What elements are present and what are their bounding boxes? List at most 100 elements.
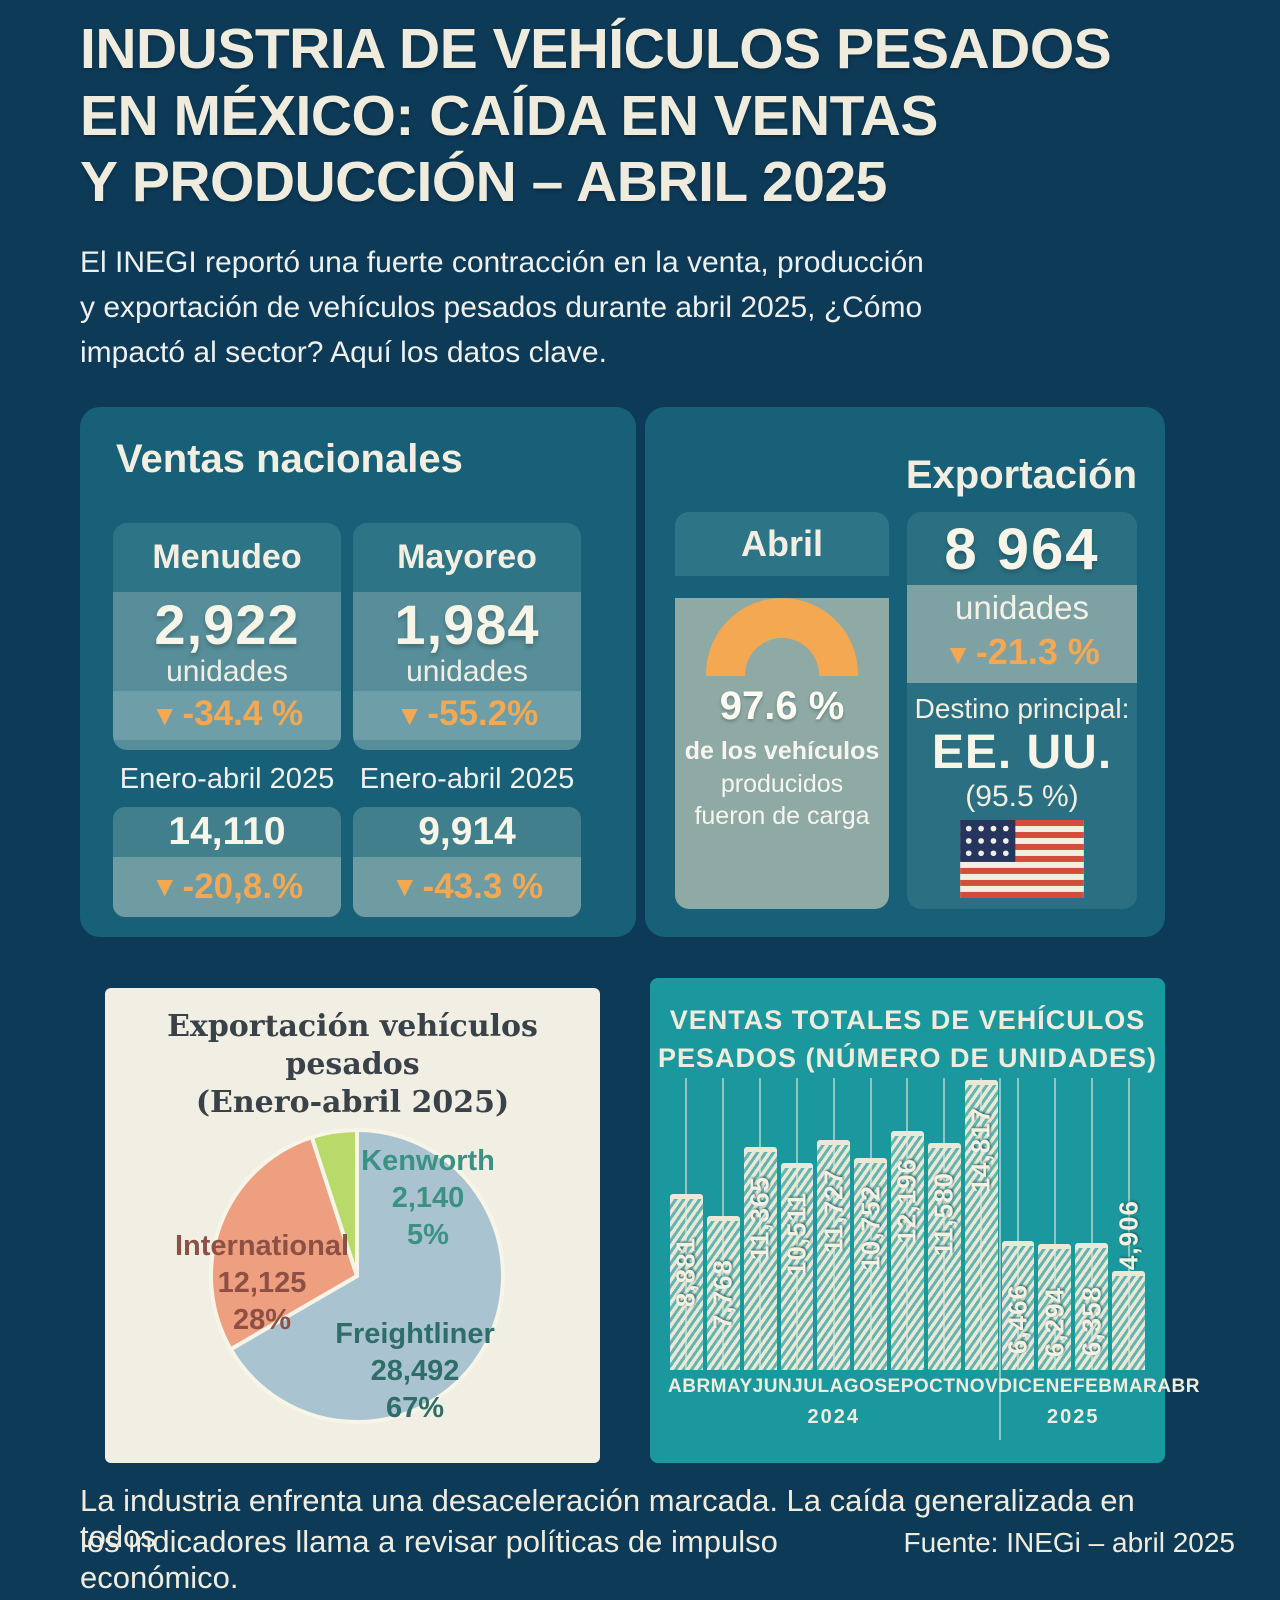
month-tick-label: ABR bbox=[1157, 1376, 1200, 1397]
pie-label-freightliner: Freightliner 28,492 67% bbox=[305, 1316, 525, 1427]
bar bbox=[1038, 1244, 1072, 1370]
month-tick-label: OCT bbox=[913, 1376, 956, 1397]
gauge-percentage: 97.6 % bbox=[719, 684, 845, 728]
pie-chart-title: Exportación vehículos pesados (Enero-abr… bbox=[105, 1008, 600, 1122]
source-note: Fuente: INEGi – abril 2025 bbox=[903, 1527, 1235, 1558]
page-title-line-3: Y PRODUCCIÓN – ABRIL 2025 bbox=[80, 150, 887, 215]
ventas-title: Ventas nacionales bbox=[116, 437, 463, 481]
pie-label-kenworth: Kenworth 2,140 5% bbox=[343, 1143, 513, 1254]
down-triangle-icon: ▼ bbox=[944, 639, 972, 670]
export-pct-row: ▼ -21.3 % bbox=[907, 631, 1137, 673]
year-divider-line bbox=[999, 1078, 1001, 1440]
gridline bbox=[1053, 1078, 1056, 1370]
menudeo-pct-strip: ▼ -34.4 % bbox=[113, 690, 341, 740]
freightliner-value: 28,492 bbox=[370, 1355, 460, 1388]
page-title-line-1: INDUSTRIA DE VEHÍCULOS PESADOS bbox=[80, 17, 1112, 81]
bar-column-mar-11: 6,358 bbox=[1073, 1078, 1110, 1370]
month-tick-label: DIC bbox=[998, 1376, 1033, 1397]
destination-pct: (95.5 %) bbox=[965, 780, 1079, 813]
export-unit: unidades bbox=[955, 589, 1089, 626]
month-tick-label: MAR bbox=[1112, 1376, 1158, 1397]
bar-column-nov-7: 11,580 bbox=[926, 1078, 963, 1370]
bar-column-abr-0: 8,881 bbox=[668, 1078, 705, 1370]
month-tick-label: ABR bbox=[668, 1376, 711, 1397]
abril-body: 97.6 % de los vehículos producidos fuero… bbox=[675, 598, 889, 909]
menudeo-pct: -34.4 % bbox=[182, 693, 304, 733]
international-pct: 28% bbox=[232, 1304, 292, 1337]
mayoreo-period-label: Enero-abril 2025 bbox=[359, 763, 575, 795]
export-pct: -21.3 % bbox=[975, 631, 1100, 672]
bar-value-label: 14,817 bbox=[965, 1107, 996, 1193]
ventas-nacionales-panel: Ventas nacionales Menudeo 2,922 unidades… bbox=[80, 407, 636, 937]
bar-chart-year-axis: 2024 2025 bbox=[668, 1406, 1147, 1429]
pie-slice-international bbox=[209, 1135, 359, 1352]
month-tick-label: SEP bbox=[874, 1376, 914, 1397]
menudeo-period-pct: -20,8.% bbox=[182, 867, 304, 906]
menudeo-value: 2,922 bbox=[154, 593, 300, 656]
bar-chart-title: VENTAS TOTALES DE VEHÍCULOS PESADOS (NÚM… bbox=[650, 1002, 1165, 1078]
menudeo-unit: unidades bbox=[166, 654, 288, 688]
gauge-desc-line-2: producidos bbox=[720, 769, 844, 798]
pie-title-line-2: pesados bbox=[285, 1047, 420, 1083]
pie-title-line-1: Exportación vehículos bbox=[167, 1009, 538, 1044]
menudeo-period-pct-strip: ▼ -20,8.% bbox=[113, 857, 341, 917]
down-triangle-icon: ▼ bbox=[390, 871, 419, 902]
gridline bbox=[1090, 1078, 1093, 1370]
abril-gauge-card: Abril 97.6 % de los vehículos producidos… bbox=[675, 512, 889, 909]
bar-value-label: 11,365 bbox=[744, 1175, 775, 1260]
mayoreo-pct: -55.2% bbox=[427, 693, 539, 733]
bar-column-jul-3: 10,511 bbox=[779, 1078, 816, 1370]
bar-column-sep-5: 10,752 bbox=[852, 1078, 889, 1370]
month-tick-label: AGO bbox=[829, 1376, 875, 1397]
footer-text-line-2: los indicadores llama a revisar política… bbox=[80, 1524, 778, 1595]
bar-column-feb-10: 6,294 bbox=[1036, 1078, 1073, 1370]
bar-value-label: 6,294 bbox=[1039, 1286, 1070, 1357]
intro-paragraph: El INEGI reportó una fuerte contracción … bbox=[80, 240, 1170, 375]
bar bbox=[927, 1143, 961, 1370]
abril-label: Abril bbox=[675, 512, 889, 576]
export-units-card: 8 964 unidades ▼ -21.3 % Destino principa… bbox=[907, 512, 1137, 909]
bar-value-label: 6,466 bbox=[1002, 1283, 1033, 1354]
bar bbox=[670, 1194, 703, 1370]
bar-chart-panel: VENTAS TOTALES DE VEHÍCULOS PESADOS (NÚM… bbox=[650, 978, 1199, 1463]
footer-text-line-1: La industria enfrenta una desaceleración… bbox=[80, 1483, 1135, 1554]
down-triangle-icon: ▼ bbox=[150, 699, 179, 731]
international-name: International bbox=[174, 1230, 349, 1262]
bar bbox=[780, 1163, 814, 1370]
bar-chart-plot: 8,881 7,768 11,365 10,511 11,727 10,752 12,196… bbox=[668, 1078, 1147, 1370]
pie-title-line-3: (Enero-abril 2025) bbox=[195, 1085, 510, 1121]
bar-value-label: 8,881 bbox=[670, 1236, 701, 1307]
pie-slice-kenworth bbox=[309, 1128, 359, 1278]
bar bbox=[891, 1131, 924, 1370]
intro-line-1: El INEGI reportó una fuerte contracción … bbox=[80, 246, 924, 279]
mayoreo-period-pct-strip: ▼ -43.3 % bbox=[353, 857, 581, 917]
page-title-line-2: EN MÉXICO: CAÍDA EN VENTAS bbox=[80, 83, 938, 148]
exportacion-title: Exportación bbox=[905, 453, 1137, 497]
bar-column-oct-6: 12,196 bbox=[889, 1078, 926, 1370]
bar-value-label: 10,752 bbox=[855, 1185, 886, 1271]
intro-line-3: impactó al sector? Aquí los datos clave. bbox=[80, 336, 607, 369]
bar-column-ago-4: 11,727 bbox=[815, 1078, 852, 1370]
menudeo-period-card: 14,110 ▼ -20,8.% bbox=[113, 807, 341, 917]
bar bbox=[1001, 1241, 1035, 1370]
month-tick-label: JUL bbox=[792, 1376, 830, 1397]
pie-chart-panel: Exportación vehículos pesados (Enero-abr… bbox=[105, 988, 600, 1463]
gauge-desc-line-3: fueron de carga bbox=[694, 802, 870, 830]
pie-slice-freightliner bbox=[228, 1128, 505, 1424]
bar-title-line-1: VENTAS TOTALES DE VEHÍCULOS bbox=[669, 1005, 1146, 1035]
menudeo-period-value: 14,110 bbox=[113, 807, 341, 857]
freightliner-name: Freightliner bbox=[335, 1318, 495, 1350]
mayoreo-body: 1,984 unidades ▼ -55.2% bbox=[353, 592, 581, 750]
mayoreo-period-value: 9,914 bbox=[353, 807, 581, 857]
gauge-desc-line-1: de los vehículos bbox=[684, 737, 880, 765]
bar bbox=[706, 1216, 740, 1370]
export-unit-strip: unidades ▼ -21.3 % bbox=[907, 585, 1137, 683]
menudeo-label: Menudeo bbox=[113, 523, 341, 592]
bar bbox=[743, 1147, 777, 1370]
bar-value-label: 6,358 bbox=[1076, 1285, 1107, 1356]
bar-value-label: 7,768 bbox=[707, 1258, 738, 1329]
bar-column-dic-8: 14,817 bbox=[963, 1078, 1000, 1370]
exportacion-panel: Exportación Abril 97.6 % de los vehículo… bbox=[645, 407, 1165, 937]
mayoreo-card: Mayoreo 1,984 unidades ▼ -55.2% bbox=[353, 523, 581, 750]
mayoreo-period-card: 9,914 ▼ -43.3 % bbox=[353, 807, 581, 917]
